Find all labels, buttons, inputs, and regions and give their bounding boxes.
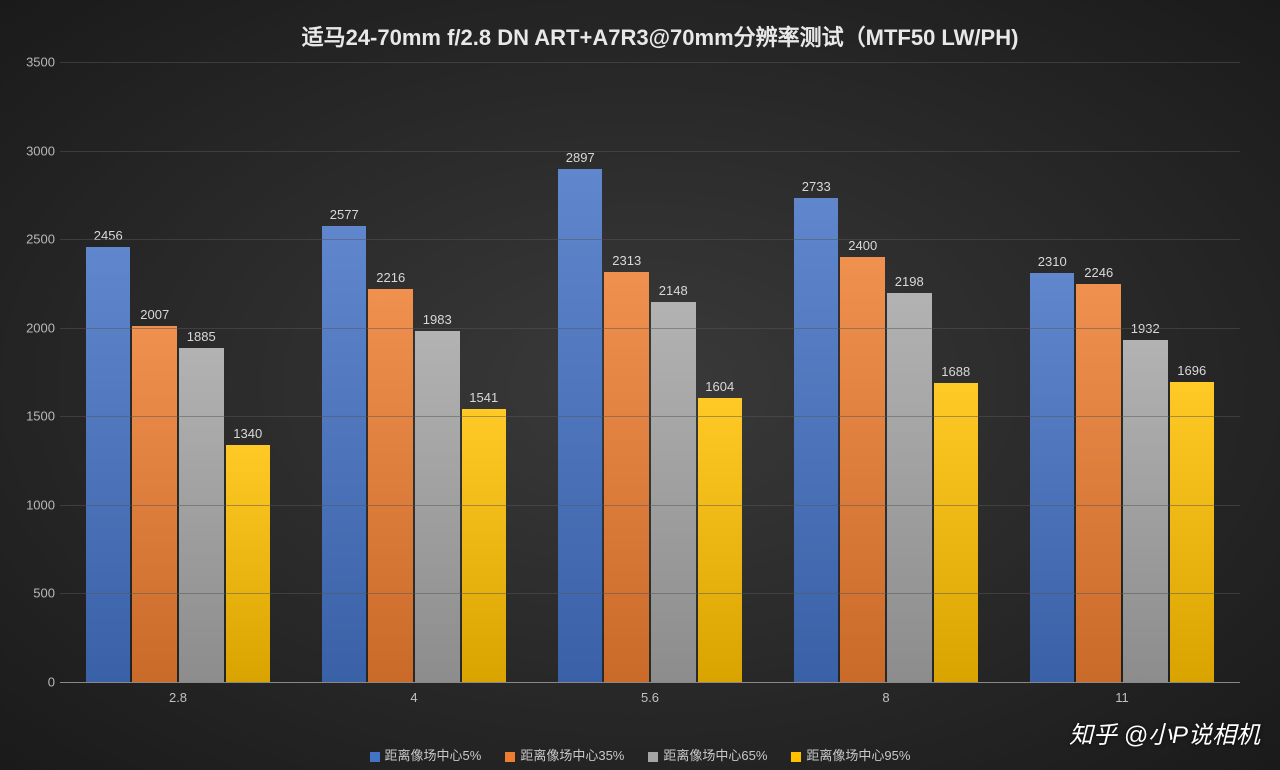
bar-value-label: 2897	[550, 150, 610, 165]
bar	[887, 293, 932, 682]
bar	[226, 445, 271, 682]
y-tick-label: 1000	[10, 497, 55, 512]
legend-swatch	[505, 752, 515, 762]
bar	[651, 302, 696, 683]
bar	[322, 226, 367, 682]
gridline	[60, 151, 1240, 152]
gridline	[60, 239, 1240, 240]
bar-value-label: 2007	[125, 307, 185, 322]
plot-area: 2456 2007 1885 1340 2577 2216 1983 1541 2897 2313…	[60, 62, 1240, 682]
legend-item: 距离像场中心35%	[505, 745, 624, 764]
bar-value-label: 2246	[1069, 265, 1129, 280]
bar-value-label: 2733	[786, 179, 846, 194]
gridline	[60, 328, 1240, 329]
bar	[698, 398, 743, 682]
bar	[1030, 273, 1075, 682]
x-tick-label: 8	[882, 690, 889, 705]
bar-value-label: 2198	[879, 274, 939, 289]
bars-layer: 2456 2007 1885 1340 2577 2216 1983 1541 2897 2313…	[60, 62, 1240, 682]
x-tick-label: 5.6	[641, 690, 659, 705]
bar-value-label: 1696	[1162, 363, 1222, 378]
y-tick-label: 2500	[10, 232, 55, 247]
legend-label: 距离像场中心65%	[663, 748, 767, 763]
y-tick-label: 3000	[10, 143, 55, 158]
bar	[794, 198, 839, 682]
bar	[1076, 284, 1121, 682]
chart-container: 适马24-70mm f/2.8 DN ART+A7R3@70mm分辨率测试（MT…	[0, 0, 1280, 770]
bar-value-label: 1885	[171, 329, 231, 344]
bar-value-label: 2456	[78, 228, 138, 243]
bar-value-label: 2313	[597, 253, 657, 268]
bar	[368, 289, 413, 682]
gridline	[60, 682, 1240, 683]
legend-label: 距离像场中心5%	[385, 748, 482, 763]
y-tick-label: 0	[10, 675, 55, 690]
y-tick-label: 3500	[10, 55, 55, 70]
bar-value-label: 1688	[926, 364, 986, 379]
bar-value-label: 2148	[643, 283, 703, 298]
bar-value-label: 1541	[454, 390, 514, 405]
bar-value-label: 2216	[361, 270, 421, 285]
bar	[179, 348, 224, 682]
bar	[462, 409, 507, 682]
bar	[934, 383, 979, 682]
legend-item: 距离像场中心95%	[791, 745, 910, 764]
gridline	[60, 416, 1240, 417]
legend-label: 距离像场中心35%	[520, 748, 624, 763]
bar-value-label: 1340	[218, 426, 278, 441]
x-tick-label: 11	[1115, 690, 1129, 705]
x-tick-label: 4	[410, 690, 417, 705]
legend-item: 距离像场中心5%	[370, 745, 482, 764]
legend-swatch	[370, 752, 380, 762]
bar	[1123, 340, 1168, 682]
chart-title: 适马24-70mm f/2.8 DN ART+A7R3@70mm分辨率测试（MT…	[60, 10, 1260, 57]
legend-label: 距离像场中心95%	[806, 748, 910, 763]
bar	[604, 272, 649, 682]
legend-item: 距离像场中心65%	[648, 745, 767, 764]
gridline	[60, 593, 1240, 594]
bar	[558, 169, 603, 682]
bar-value-label: 1604	[690, 379, 750, 394]
legend-swatch	[648, 752, 658, 762]
watermark-text: 知乎 @小P说相机	[1069, 715, 1260, 750]
bar	[840, 257, 885, 682]
gridline	[60, 505, 1240, 506]
y-tick-label: 1500	[10, 409, 55, 424]
gridline	[60, 62, 1240, 63]
bar-value-label: 1983	[407, 312, 467, 327]
y-tick-label: 2000	[10, 320, 55, 335]
bar-value-label: 2577	[314, 207, 374, 222]
bar	[415, 331, 460, 682]
x-tick-label: 2.8	[169, 690, 187, 705]
bar	[1170, 382, 1215, 682]
y-tick-label: 500	[10, 586, 55, 601]
legend-swatch	[791, 752, 801, 762]
